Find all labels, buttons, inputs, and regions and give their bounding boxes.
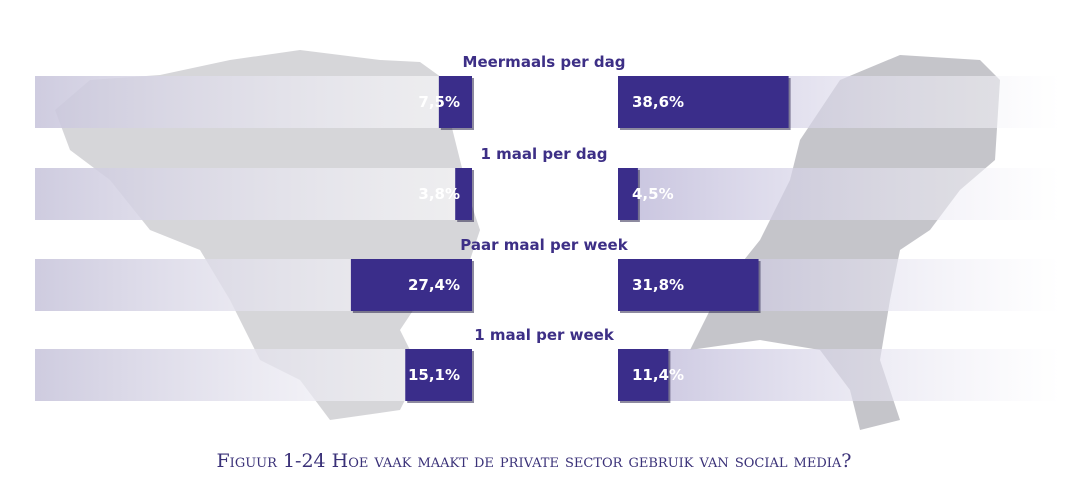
data-label-nederland: 11,4% xyxy=(632,366,685,384)
data-label-vlaanderen: 7,5% xyxy=(418,93,460,111)
bar-vlaanderen xyxy=(438,76,472,128)
category-label: 1 maal per week xyxy=(474,326,614,344)
belgium-map xyxy=(55,50,480,420)
chart-title: Figuur 1-24 Hoe vaak maakt de private se… xyxy=(216,450,852,472)
category-label: Meermaals per dag xyxy=(462,53,626,71)
bar-nederland xyxy=(618,76,789,128)
data-label-nederland: 31,8% xyxy=(632,276,685,294)
bar-vlaanderen xyxy=(405,349,472,401)
band-left xyxy=(35,349,472,401)
category-label: 1 maal per dag xyxy=(480,145,608,163)
bar-nederland xyxy=(618,259,759,311)
band-left xyxy=(35,76,472,128)
bar-nederland xyxy=(618,168,638,220)
netherlands-map xyxy=(690,55,1000,430)
bar-nederland xyxy=(618,349,669,401)
bar-vlaanderen xyxy=(455,168,472,220)
data-label-nederland: 4,5% xyxy=(632,185,674,203)
band-left xyxy=(35,168,472,220)
bar-vlaanderen xyxy=(350,259,472,311)
band-right xyxy=(618,349,1060,401)
band-right xyxy=(618,168,1060,220)
category-label: Paar maal per week xyxy=(460,236,628,254)
data-label-vlaanderen: 27,4% xyxy=(407,276,460,294)
data-label-vlaanderen: 3,8% xyxy=(418,185,460,203)
data-label-nederland: 38,6% xyxy=(632,93,685,111)
data-label-vlaanderen: 15,1% xyxy=(407,366,460,384)
